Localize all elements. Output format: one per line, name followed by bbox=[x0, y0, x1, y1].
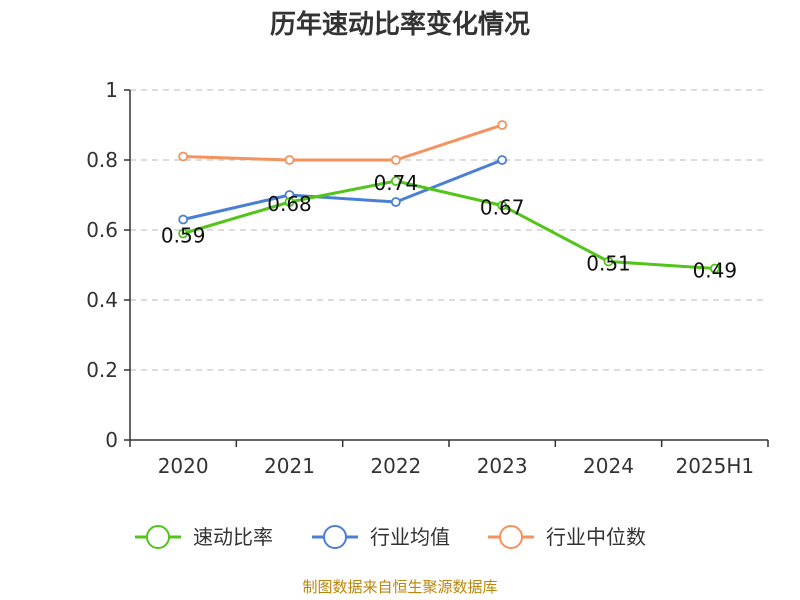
x-tick-label: 2021 bbox=[264, 454, 315, 478]
legend-label: 行业中位数 bbox=[546, 525, 646, 549]
y-tick-label: 0 bbox=[105, 428, 118, 452]
data-point bbox=[284, 155, 295, 165]
x-tick-label: 2024 bbox=[583, 454, 634, 478]
data-point bbox=[284, 197, 295, 207]
axes: 0 0.2 0.4 0.6 0.8 1 2020 2021 2022 2023 2024 2025H1 bbox=[86, 78, 769, 478]
series-line-0 bbox=[182, 179, 715, 270]
x-tick-label: 2022 bbox=[370, 454, 421, 478]
source-note: 制图数据来自恒生聚源数据库 bbox=[302, 578, 497, 596]
data-label: 0.51 bbox=[586, 252, 631, 276]
data-point bbox=[497, 200, 508, 211]
data-label: 0.74 bbox=[374, 171, 419, 195]
y-tick-label: 0.2 bbox=[86, 358, 118, 382]
chart-title: 历年速动比率变化情况 bbox=[270, 9, 530, 40]
legend-label: 行业均值 bbox=[370, 525, 450, 549]
legend-marker bbox=[499, 525, 523, 549]
data-label: 0.59 bbox=[161, 224, 206, 248]
x-tick-label: 2023 bbox=[477, 454, 528, 478]
data-point bbox=[603, 256, 614, 267]
series-line-2 bbox=[183, 123, 503, 162]
data-point bbox=[390, 197, 401, 207]
data-label: 0.67 bbox=[480, 196, 525, 220]
legend-item: 速动比率 bbox=[135, 525, 273, 549]
data-point bbox=[390, 155, 401, 165]
data-label: 0.49 bbox=[693, 259, 738, 283]
y-tick-label: 0.4 bbox=[86, 288, 118, 312]
data-labels: 0.59 0.68 0.74 0.67 0.51 0.49 bbox=[161, 171, 737, 283]
data-point bbox=[390, 176, 401, 186]
data-point bbox=[178, 214, 189, 225]
data-point bbox=[497, 155, 508, 165]
legend-label: 速动比率 bbox=[193, 525, 273, 549]
data-label: 0.68 bbox=[267, 192, 312, 216]
x-tick-label: 2025H1 bbox=[675, 454, 754, 478]
legend-item: 行业均值 bbox=[312, 525, 450, 549]
series-line-1 bbox=[182, 158, 503, 221]
data-point bbox=[178, 151, 189, 162]
y-tick-label: 0.8 bbox=[86, 148, 118, 172]
x-tick-label: 2020 bbox=[158, 454, 209, 478]
legend-marker bbox=[146, 525, 170, 549]
legend-marker bbox=[323, 525, 347, 549]
data-point bbox=[497, 120, 508, 130]
grid-lines bbox=[130, 89, 768, 371]
series-layer bbox=[178, 120, 720, 274]
legend-item: 行业中位数 bbox=[488, 525, 646, 549]
data-point bbox=[178, 228, 189, 239]
y-tick-label: 1 bbox=[105, 78, 118, 102]
y-tick-label: 0.6 bbox=[86, 218, 118, 242]
legend: 速动比率 行业均值 行业中位数 bbox=[135, 525, 646, 549]
data-point bbox=[709, 263, 720, 274]
